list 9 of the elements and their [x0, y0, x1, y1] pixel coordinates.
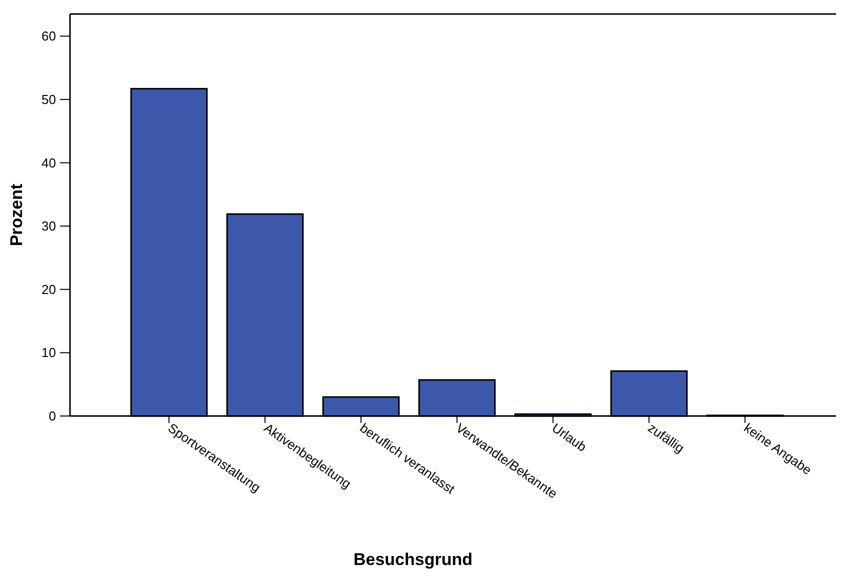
- y-tick-label: 30: [42, 218, 56, 234]
- y-tick-label: 10: [42, 345, 56, 360]
- y-tick-label: 40: [42, 155, 56, 170]
- y-tick-label: 20: [42, 282, 56, 297]
- x-axis-title: Besuchsgrund: [353, 550, 473, 569]
- y-tick-label: 60: [42, 28, 56, 44]
- y-axis-title: Prozent: [7, 183, 26, 246]
- y-tick-label: 50: [42, 92, 56, 108]
- y-tick-label: 0: [48, 408, 56, 424]
